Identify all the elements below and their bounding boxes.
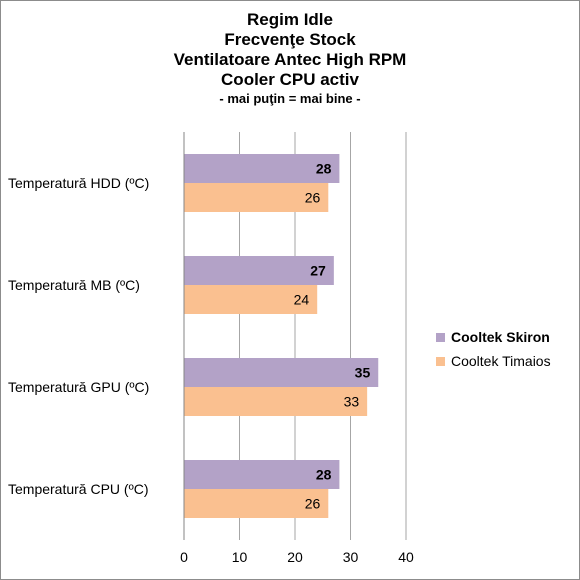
- legend-label-series-2: Cooltek Timaios: [451, 353, 551, 369]
- category-label-3: Temperatură CPU (ºC): [8, 481, 148, 497]
- chart-legend: Cooltek Skiron Cooltek Timaios: [436, 325, 551, 373]
- chart-title-line-1: Regim Idle: [247, 10, 333, 29]
- bar-s1-c2: [184, 358, 379, 387]
- x-tick-label-3: 30: [343, 549, 359, 565]
- x-tick-label-4: 40: [398, 549, 414, 565]
- x-tick-label-0: 0: [180, 549, 188, 565]
- legend-item-series-1: Cooltek Skiron: [436, 325, 551, 349]
- category-label-2: Temperatură GPU (ºC): [8, 379, 149, 395]
- chart-title-line-3: Ventilatoare Antec High RPM: [173, 50, 407, 69]
- data-label-s2-c3: 26: [305, 496, 321, 512]
- category-label-1: Temperatură MB (ºC): [8, 277, 140, 293]
- legend-item-series-2: Cooltek Timaios: [436, 349, 551, 373]
- category-label-0: Temperatură HDD (ºC): [8, 175, 149, 191]
- chart-subtitle: - mai puţin = mai bine -: [219, 91, 361, 106]
- legend-swatch-series-1: [436, 332, 445, 342]
- bar-s1-c3: [184, 460, 340, 489]
- bar-s2-c0: [184, 183, 329, 212]
- data-label-s2-c0: 26: [305, 190, 321, 206]
- legend-swatch-series-2: [436, 356, 445, 366]
- bar-s1-c1: [184, 256, 334, 285]
- data-label-s1-c2: 35: [355, 365, 371, 381]
- data-label-s2-c2: 33: [344, 394, 360, 410]
- data-label-s1-c0: 28: [316, 161, 332, 177]
- chart-title-block: Regim Idle Frecvenţe Stock Ventilatoare …: [0, 10, 580, 108]
- data-label-s1-c3: 28: [316, 467, 332, 483]
- data-label-s1-c1: 27: [310, 263, 326, 279]
- bar-s2-c3: [184, 489, 329, 518]
- data-label-s2-c1: 24: [294, 292, 310, 308]
- chart-title-line-2: Frecvenţe Stock: [224, 30, 356, 49]
- bar-s1-c0: [184, 154, 340, 183]
- legend-label-series-1: Cooltek Skiron: [451, 329, 550, 345]
- bar-s2-c1: [184, 285, 318, 314]
- bar-s2-c2: [184, 387, 368, 416]
- x-tick-label-2: 20: [287, 549, 303, 565]
- chart-title-line-4: Cooler CPU activ: [221, 70, 359, 89]
- x-tick-label-1: 10: [232, 549, 248, 565]
